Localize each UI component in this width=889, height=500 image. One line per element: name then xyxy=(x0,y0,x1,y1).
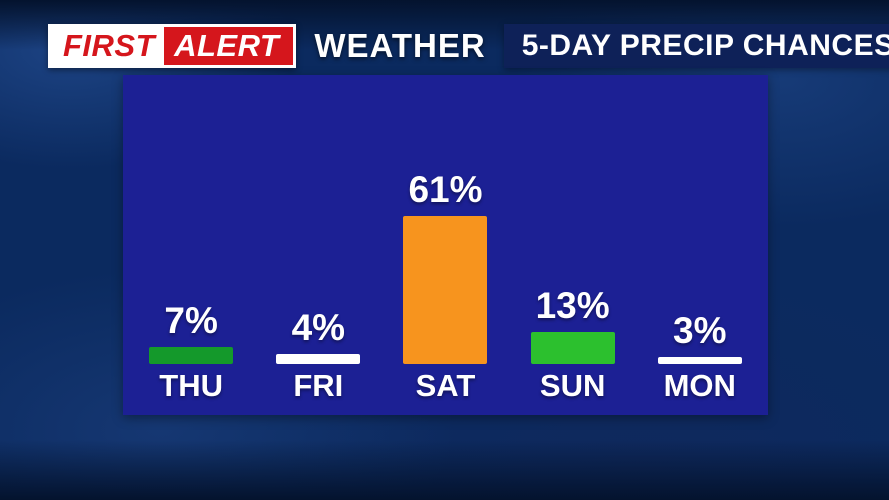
header-bar: FIRST ALERT WEATHER 5-DAY PRECIP CHANCES xyxy=(48,24,889,68)
bar-fri xyxy=(276,354,361,364)
brand-alert-label: ALERT xyxy=(164,27,294,65)
day-label-sun: SUN xyxy=(539,368,606,403)
bar-sun xyxy=(530,332,615,364)
chart-title: 5-DAY PRECIP CHANCES xyxy=(503,24,889,68)
day-label-mon: MON xyxy=(663,368,736,403)
first-alert-logo: FIRST ALERT xyxy=(48,24,297,68)
chart-panel: 7% THU 4% FRI 61% SAT 13% SUN 3% MON xyxy=(123,75,768,415)
bar-column-sat: 61% SAT xyxy=(386,171,504,401)
weather-label: WEATHER xyxy=(314,27,486,64)
bar-column-mon: 3% MON xyxy=(641,312,759,401)
bar-thu xyxy=(149,347,234,364)
value-label-thu: 7% xyxy=(164,300,218,341)
value-label-sun: 13% xyxy=(535,285,610,326)
day-label-fri: FRI xyxy=(293,368,344,403)
brand-first-label: FIRST xyxy=(63,28,156,63)
bar-column-fri: 4% FRI xyxy=(259,309,377,401)
bar-column-thu: 7% THU xyxy=(132,302,250,401)
value-label-mon: 3% xyxy=(673,310,727,351)
bar-sat xyxy=(403,216,488,364)
day-label-thu: THU xyxy=(159,368,224,403)
bar-column-sun: 13% SUN xyxy=(514,287,632,401)
day-label-sat: SAT xyxy=(415,368,476,403)
value-label-sat: 61% xyxy=(408,169,483,210)
bar-chart: 7% THU 4% FRI 61% SAT 13% SUN 3% MON xyxy=(123,75,768,415)
bar-mon xyxy=(657,357,742,364)
value-label-fri: 4% xyxy=(291,307,346,348)
